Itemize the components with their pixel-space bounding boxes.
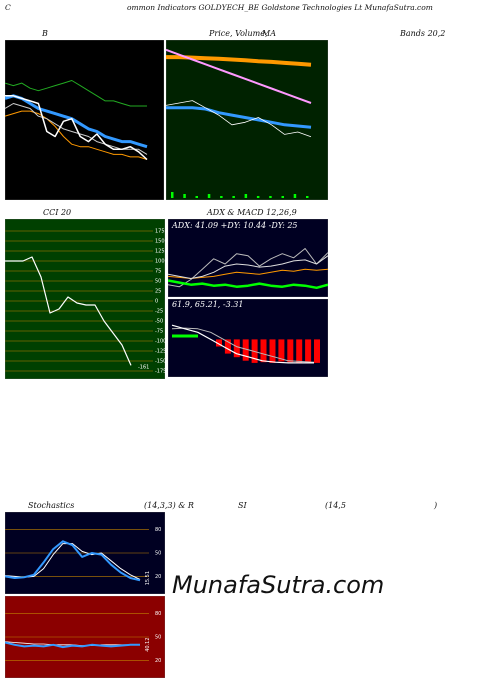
adx-macd-label: ADX & MACD 12,26,9 — [207, 208, 297, 217]
macd-panel: 61.9, 65.21, -3.31 — [168, 299, 328, 377]
volume-bar — [195, 196, 198, 198]
macd-hist-bar — [287, 339, 294, 363]
macd-hist-bar — [242, 339, 249, 361]
stoch-tick-label: 50 — [155, 551, 161, 557]
long-ma-line — [166, 55, 312, 67]
cci-line — [5, 256, 132, 366]
cci-tick-label: -100 — [155, 339, 165, 345]
rsi-params-label: (14,5 — [325, 501, 346, 510]
macd-hist-bar — [269, 339, 276, 363]
macd-hist-bar — [216, 339, 222, 347]
adx-readout: ADX: 41.09 +DY: 10.44 -DY: 25 — [171, 221, 298, 230]
macd-hist-bar — [314, 339, 320, 363]
macd-line — [171, 324, 314, 364]
macd-hist-bar — [233, 339, 240, 358]
cci-tick-label: 150 — [155, 239, 165, 245]
volume-bar — [232, 196, 235, 198]
rsi-last-value: 40.12 — [145, 637, 151, 651]
cci-tick-label: -125 — [155, 349, 165, 355]
cci-tick-label: 0 — [155, 299, 158, 305]
pink-ma-line — [166, 48, 312, 104]
cci-label: CCI 20 — [43, 208, 72, 217]
price-bg — [166, 40, 328, 200]
cci-tick-label: -150 — [155, 359, 165, 365]
adx-panel: ADX: 41.09 +DY: 10.44 -DY: 25 — [168, 219, 328, 297]
rsi-panel: 80 50 20 40.12 — [5, 596, 165, 678]
cci-tick-label: 25 — [155, 289, 161, 295]
macd-hist-bar — [278, 339, 285, 362]
ma-label: MA — [262, 29, 276, 38]
rsi-tick-label: 50 — [155, 635, 161, 641]
watermark: MunafaSutra.com — [172, 571, 385, 599]
bb-upper-line — [5, 80, 147, 107]
volume-bar — [256, 196, 260, 198]
volume-bar — [171, 192, 174, 198]
cci-tick-label: 50 — [155, 279, 161, 285]
bollinger-bg — [5, 40, 164, 200]
macd-hist-bar — [260, 339, 267, 363]
volume-bar — [207, 194, 211, 198]
macd-signal-line — [171, 327, 315, 363]
macd-hist-bar — [305, 339, 312, 363]
cci-tick-label: -50 — [155, 319, 163, 325]
volume-bar — [269, 196, 272, 198]
bb-lower-line — [5, 110, 148, 160]
macd-bg — [168, 299, 328, 377]
rsi-line — [5, 641, 140, 649]
price-panel — [166, 40, 328, 200]
volume-bar — [281, 196, 284, 198]
price-volume-label: Price, Volume, — [209, 29, 268, 38]
cci-panel: 175 150 125 100 75 50 25 0 -25 -50 -75 -100 -125 -150… — [5, 219, 165, 379]
cci-tick-label: -75 — [155, 329, 163, 335]
rsi-tick-label: 20 — [155, 658, 161, 664]
cci-tick-label: -175 — [155, 369, 165, 375]
stoch-tick-label: 20 — [155, 574, 161, 580]
bands-label: Bands 20,2 — [400, 29, 446, 38]
stoch-label: Stochastics — [28, 501, 75, 510]
stoch-params-label: (14,3,3) & R — [144, 501, 194, 510]
stoch-last-value: 15.51 — [145, 571, 151, 585]
cci-tick-label: 75 — [155, 269, 161, 275]
cci-tick-label: 125 — [155, 249, 165, 255]
macd-hist-bar — [224, 339, 231, 354]
volume-bar — [183, 194, 186, 198]
bbands-label: B — [42, 29, 48, 38]
macd-hist-bar — [296, 339, 303, 363]
header-c-mark: C — [5, 3, 11, 12]
cci-last-value: -161 — [138, 364, 149, 370]
si-label: SI — [238, 501, 247, 510]
cci-bg — [5, 219, 165, 379]
rsi-tick-label: 80 — [155, 611, 161, 617]
adx-plus-di-line — [168, 279, 328, 290]
adx-dx-line — [168, 248, 328, 288]
bb-middle-line — [5, 94, 148, 149]
stoch-tick-label: 80 — [155, 527, 161, 533]
cci-tick-label: 175 — [155, 229, 165, 235]
adx-line — [168, 255, 328, 279]
volume-bar — [220, 196, 223, 198]
page-title: ommon Indicators GOLDYECH_BE Goldstone T… — [127, 3, 433, 12]
volume-bar — [306, 196, 309, 198]
blue-ma-line — [166, 106, 312, 129]
cci-tick-label: -25 — [155, 309, 163, 315]
volume-bar — [293, 194, 297, 198]
paren-label: ) — [434, 501, 438, 510]
bollinger-panel — [5, 40, 164, 200]
stochastics-panel: 80 50 20 15.51 — [5, 512, 165, 594]
stoch-k-line — [5, 540, 141, 582]
macd-readout: 61.9, 65.21, -3.31 — [172, 300, 243, 309]
cci-tick-label: 100 — [155, 259, 165, 265]
bb-close-line — [5, 95, 148, 161]
volume-bar — [244, 194, 248, 198]
price-close-line — [166, 100, 312, 138]
